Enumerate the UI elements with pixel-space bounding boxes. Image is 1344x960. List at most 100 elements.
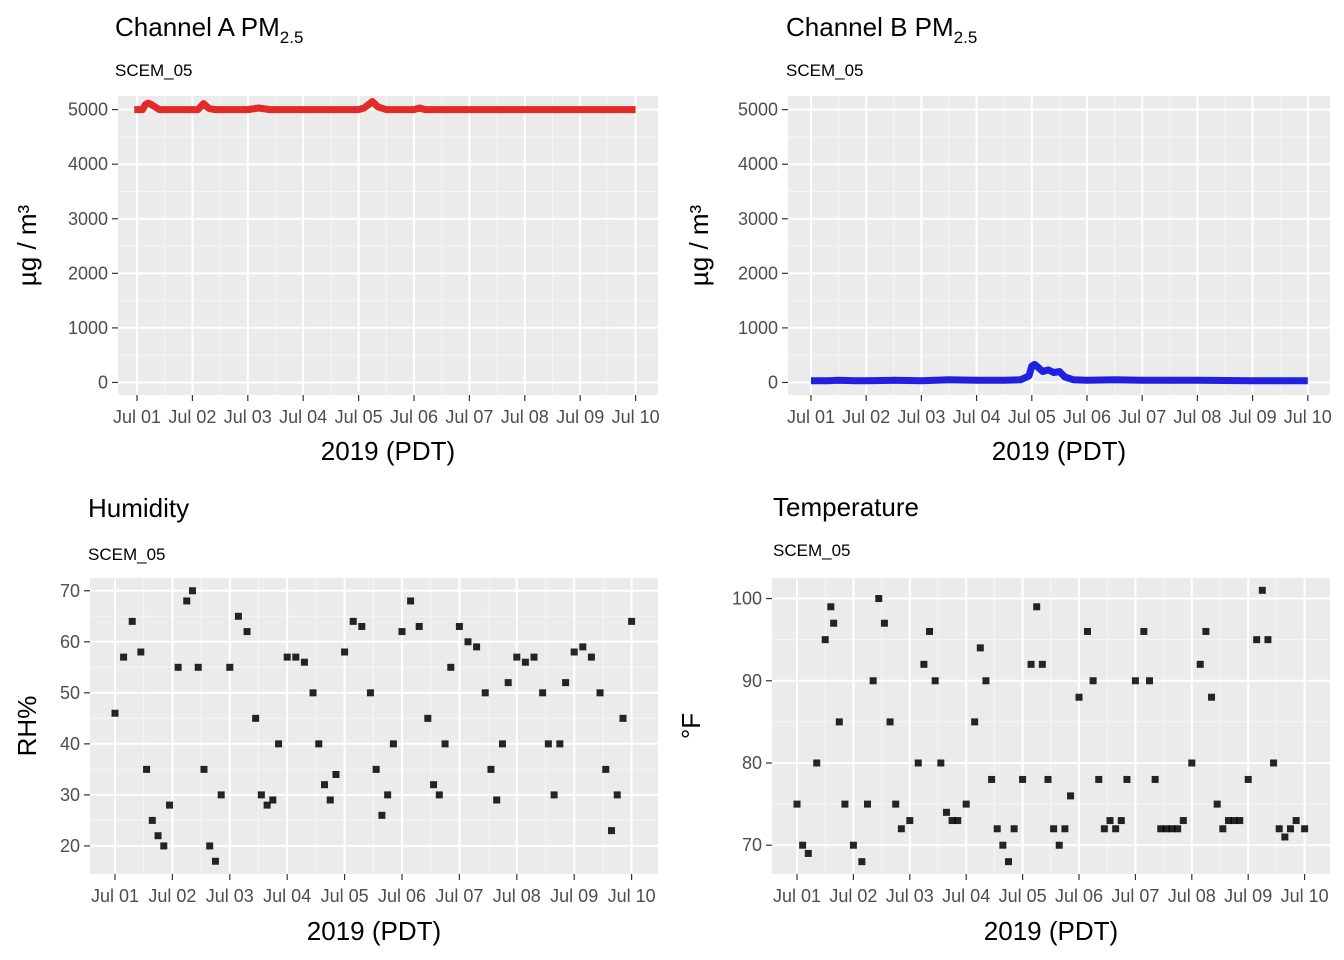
data-point (358, 622, 366, 630)
y-tick-label: 2000 (68, 263, 108, 283)
chart-title: Temperature (773, 492, 919, 522)
data-point (252, 714, 260, 722)
data-point (384, 791, 392, 799)
data-point (128, 617, 136, 625)
data-point (243, 628, 251, 636)
x-axis-title: 2019 (PDT) (307, 916, 441, 946)
data-point (931, 677, 939, 685)
data-point (154, 832, 162, 840)
data-point (504, 679, 512, 687)
data-point (1100, 825, 1108, 833)
data-point (309, 689, 317, 697)
x-tick-label: Jul 08 (1168, 886, 1216, 906)
data-point (389, 740, 397, 748)
x-tick-label: Jul 10 (1281, 886, 1329, 906)
data-point (372, 765, 380, 773)
x-tick-label: Jul 09 (550, 886, 598, 906)
data-point (892, 800, 900, 808)
plot-panel (90, 578, 658, 874)
data-point (793, 800, 801, 808)
data-point (1050, 825, 1058, 833)
data-point (1157, 825, 1165, 833)
chart-title: Channel B PM2.5 (786, 12, 977, 47)
x-axis-title: 2019 (PDT) (992, 436, 1126, 466)
data-point (886, 718, 894, 726)
data-point (455, 622, 463, 630)
x-tick-label: Jul 05 (1008, 407, 1056, 427)
data-point (341, 648, 349, 656)
data-point (1301, 825, 1309, 833)
data-point (111, 709, 119, 717)
data-point (1258, 586, 1266, 594)
chart-panel-4: Temperature SCEM_05 70 80 90 100 Jul 01 Jul 02 J… (676, 492, 1330, 946)
data-point (827, 603, 835, 611)
data-point (481, 689, 489, 697)
data-point (875, 595, 883, 603)
data-point (1033, 603, 1041, 611)
x-tick-label: Jul 08 (1173, 407, 1221, 427)
y-tick-label: 40 (60, 734, 80, 754)
data-point (1179, 817, 1187, 825)
chart-subtitle: SCEM_05 (88, 545, 165, 564)
x-tick-label: Jul 06 (1063, 407, 1111, 427)
y-tick-label: 1000 (68, 318, 108, 338)
x-tick-label: Jul 07 (1118, 407, 1166, 427)
data-point (1038, 660, 1046, 668)
data-point (864, 800, 871, 808)
data-point (544, 740, 552, 748)
chart-subtitle: SCEM_05 (115, 61, 192, 80)
data-point (513, 653, 521, 661)
data-point (920, 660, 928, 668)
data-point (194, 663, 202, 671)
data-point (1027, 660, 1035, 668)
data-point (473, 643, 481, 651)
data-point (880, 619, 888, 627)
y-tick-label: 3000 (738, 209, 778, 229)
x-tick-label: Jul 09 (1229, 407, 1277, 427)
chart-subtitle: SCEM_05 (786, 61, 863, 80)
data-point (579, 643, 587, 651)
data-point (398, 628, 406, 636)
x-tick-label: Jul 05 (321, 886, 369, 906)
data-point (200, 765, 208, 773)
data-point (211, 857, 219, 865)
data-point (799, 841, 807, 849)
data-point (1112, 825, 1120, 833)
data-point (539, 689, 547, 697)
y-axis-title: µg / m³ (684, 204, 714, 286)
data-point (1131, 677, 1139, 685)
y-tick-label: 2000 (738, 263, 778, 283)
x-tick-label: Jul 03 (224, 407, 272, 427)
data-point (1067, 792, 1075, 800)
data-point (160, 842, 168, 850)
data-point (1202, 627, 1210, 635)
chart-title: Humidity (88, 493, 189, 523)
y-tick-label: 0 (98, 372, 108, 392)
data-point (1270, 759, 1278, 767)
data-point (332, 770, 340, 778)
data-point (619, 714, 627, 722)
data-point (1151, 775, 1159, 783)
data-point (263, 801, 271, 809)
data-point (602, 765, 610, 773)
data-point (1083, 627, 1091, 635)
data-point (821, 636, 829, 644)
chart-panel-1: Channel A PM2.5 SCEM_05 0 1000 2000 3000 4000 5… (12, 12, 660, 466)
data-point (550, 791, 558, 799)
x-tick-label: Jul 01 (773, 886, 821, 906)
data-point (1010, 825, 1018, 833)
y-axis-title: RH% (12, 696, 42, 757)
x-tick-label: Jul 07 (435, 886, 483, 906)
data-point (1174, 825, 1182, 833)
x-tick-label: Jul 04 (942, 886, 990, 906)
data-point (424, 714, 432, 722)
data-point (1224, 817, 1232, 825)
y-axis-title: µg / m³ (12, 204, 42, 286)
x-tick-label: Jul 01 (787, 407, 835, 427)
data-point (1106, 817, 1114, 825)
data-point (366, 689, 374, 697)
data-point (321, 781, 329, 789)
data-point (1236, 817, 1244, 825)
x-tick-label: Jul 05 (335, 407, 383, 427)
data-point (954, 817, 962, 825)
